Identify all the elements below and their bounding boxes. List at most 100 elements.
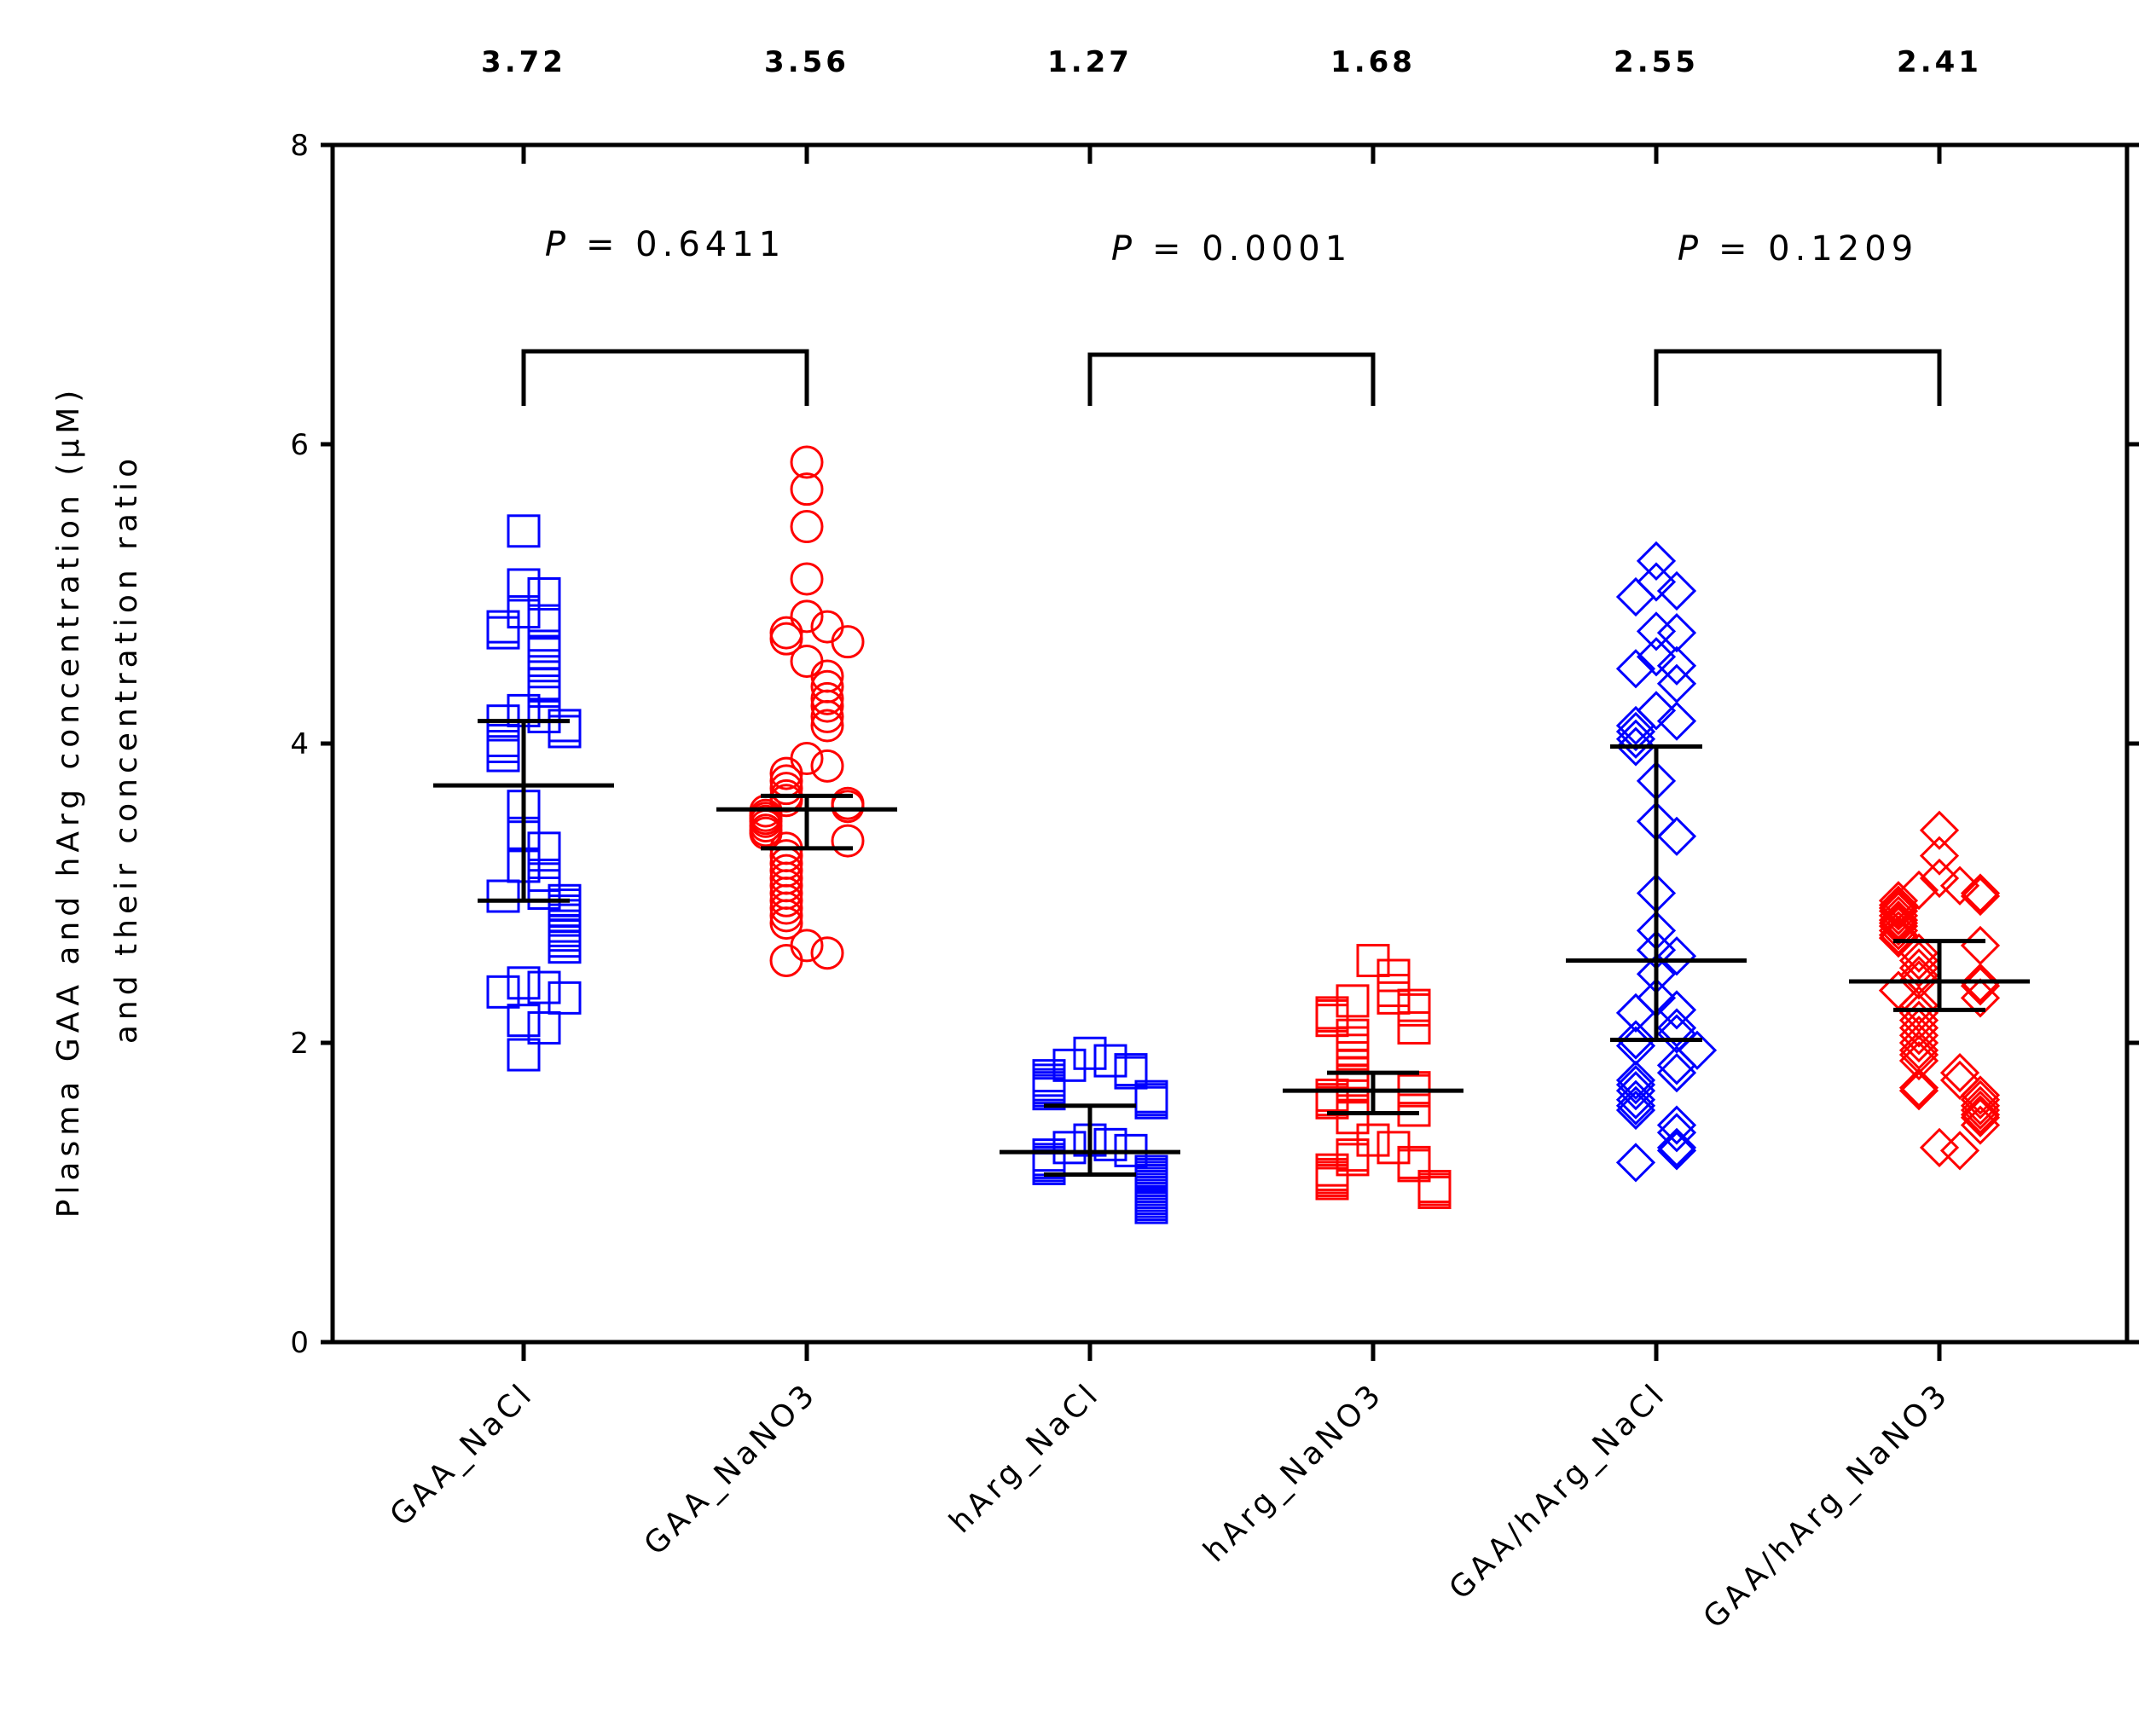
data-points xyxy=(486,445,2001,1224)
median-iqr-bars xyxy=(433,719,2030,1177)
data-point xyxy=(1656,701,1697,741)
data-point xyxy=(790,562,824,596)
data-point xyxy=(507,1038,541,1072)
data-point xyxy=(1898,1068,1939,1108)
y-axis: 0 2 4 6 8 xyxy=(290,129,2139,1360)
data-point xyxy=(1397,1149,1431,1183)
data-point xyxy=(1315,1160,1349,1195)
data-point xyxy=(1615,711,1656,752)
data-point xyxy=(1315,1166,1349,1201)
data-point xyxy=(1656,1131,1697,1171)
median-value-label: 3.72 xyxy=(481,45,566,79)
data-point xyxy=(1878,906,1919,946)
data-point xyxy=(769,906,803,941)
data-point xyxy=(507,966,541,1000)
data-point xyxy=(1960,873,2001,913)
data-point xyxy=(1656,1127,1697,1167)
plot-frame xyxy=(330,142,2130,1345)
p-value-label: P = 0.0001 xyxy=(1111,229,1352,269)
p-symbol: P xyxy=(1111,229,1137,269)
p-symbol: P xyxy=(545,225,571,264)
data-point xyxy=(1615,1060,1656,1100)
y-axis-title-line-2: and their concentration ratio xyxy=(109,454,144,1044)
x-axis: GAA_NaCl GAA_NaNO3 hArg_NaCl hArg_NaNO3 GAA/… xyxy=(384,143,1956,1635)
data-point xyxy=(1939,1052,1980,1093)
data-point xyxy=(1919,810,1960,850)
data-point xyxy=(1315,996,1349,1030)
x-category-label: GAA/hArg_NaCl xyxy=(1443,1375,1674,1606)
data-point xyxy=(1878,915,1919,955)
x-category-label: hArg_NaCl xyxy=(943,1375,1108,1540)
data-point xyxy=(769,622,803,656)
data-point xyxy=(1939,1131,1980,1171)
data-point xyxy=(1336,1101,1370,1135)
data-point xyxy=(1615,1143,1656,1183)
data-point xyxy=(1615,993,1656,1033)
data-point xyxy=(1919,836,1960,876)
data-point xyxy=(507,1004,541,1038)
data-point xyxy=(1878,900,1919,941)
data-point xyxy=(1032,1071,1066,1105)
y-tick-label: 8 xyxy=(290,129,309,163)
data-point xyxy=(507,568,541,602)
data-point xyxy=(1636,637,1677,677)
data-point xyxy=(1939,1060,1980,1100)
data-point xyxy=(1032,1151,1066,1185)
data-point xyxy=(1615,1065,1656,1105)
data-point xyxy=(769,616,803,650)
data-point xyxy=(769,756,803,790)
data-point xyxy=(1615,1090,1656,1131)
data-point xyxy=(1960,876,2001,917)
data-point xyxy=(1898,870,1939,911)
x-category-label: hArg_NaNO3 xyxy=(1197,1375,1391,1569)
data-point xyxy=(1898,1040,1939,1081)
comparison-bracket xyxy=(1087,352,1376,406)
data-point xyxy=(810,749,844,783)
data-point xyxy=(790,599,824,634)
data-point xyxy=(1960,978,2001,1018)
data-point xyxy=(1615,705,1656,746)
data-point xyxy=(810,699,844,733)
data-point xyxy=(1960,966,2001,1006)
comparison-bracket xyxy=(521,349,809,406)
data-point xyxy=(790,929,824,963)
data-point xyxy=(1636,541,1677,582)
data-point xyxy=(1878,885,1919,925)
data-point xyxy=(548,981,582,1015)
comparison-bracket xyxy=(1654,349,1942,406)
y-tick-label: 2 xyxy=(290,1027,309,1061)
data-point xyxy=(548,930,582,964)
data-point xyxy=(1093,1044,1127,1078)
data-point xyxy=(507,514,541,548)
data-point xyxy=(1878,911,1919,951)
data-point xyxy=(486,616,520,650)
data-point xyxy=(1898,1008,1939,1048)
data-point xyxy=(810,936,844,970)
data-point xyxy=(1656,1113,1697,1153)
data-point xyxy=(1134,1190,1168,1224)
data-point xyxy=(1898,941,1939,981)
data-point xyxy=(1960,1097,2001,1137)
data-point xyxy=(1636,611,1677,651)
data-point xyxy=(810,709,844,743)
data-point xyxy=(769,891,803,925)
x-category-label: GAA_NaNO3 xyxy=(638,1375,825,1562)
data-point xyxy=(527,1010,561,1045)
data-point xyxy=(527,637,561,671)
data-point xyxy=(1939,865,1980,906)
data-point xyxy=(1032,1077,1066,1111)
data-point xyxy=(769,883,803,917)
data-point xyxy=(1615,576,1656,617)
data-point xyxy=(486,975,520,1009)
comparison-brackets: P = 0.6411 P = 0.0001 P = 0.1209 xyxy=(521,225,1942,406)
data-point xyxy=(1960,1079,2001,1120)
data-point xyxy=(831,786,865,820)
data-point xyxy=(1417,1176,1452,1209)
data-point xyxy=(1615,1085,1656,1126)
data-point xyxy=(1656,1052,1697,1093)
p-value-text: = 0.1209 xyxy=(1718,229,1918,269)
median-labels: 3.72 3.56 1.27 1.68 2.55 2.41 xyxy=(481,45,1979,79)
data-point xyxy=(1615,1079,1656,1120)
data-point xyxy=(1656,990,1697,1030)
data-point xyxy=(1878,891,1919,931)
